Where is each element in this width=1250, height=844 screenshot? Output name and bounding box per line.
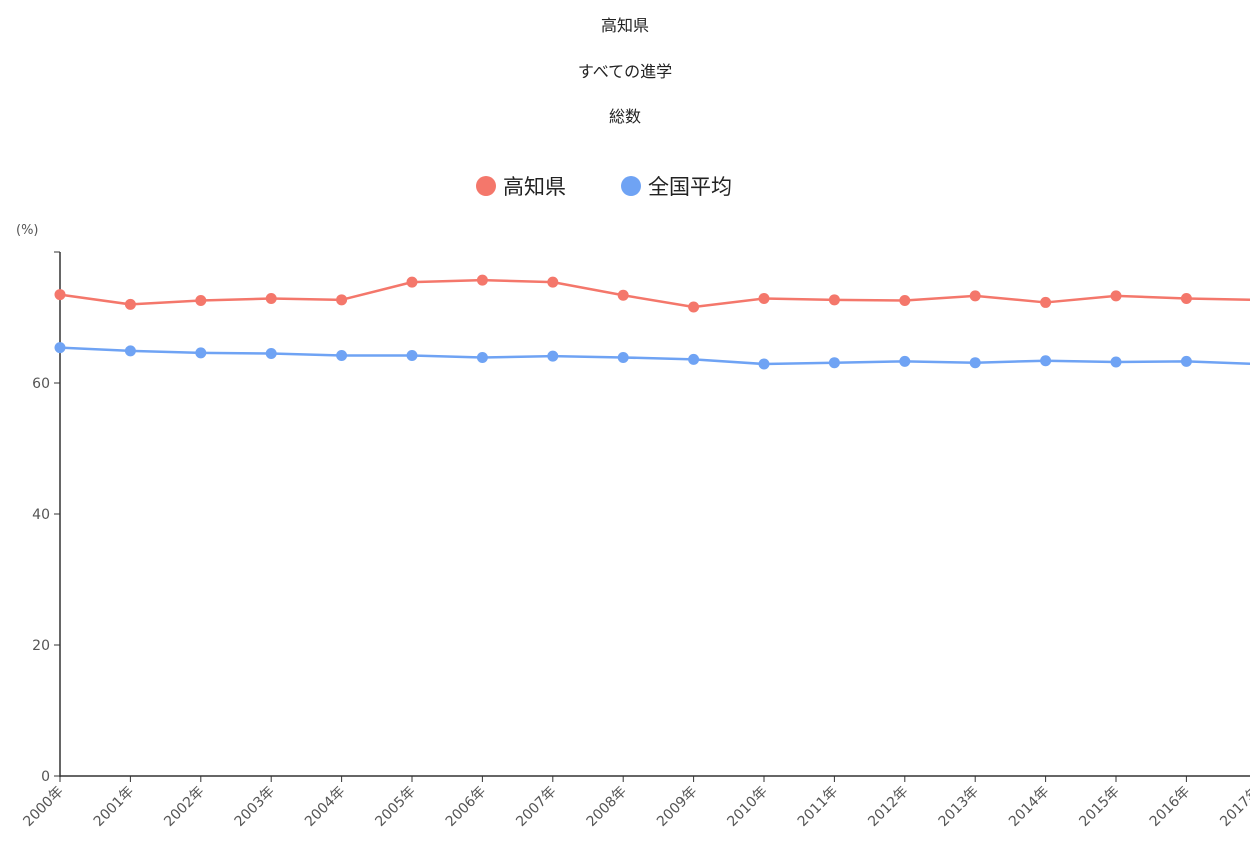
- legend-label: 全国平均: [648, 175, 732, 199]
- data-point[interactable]: [617, 289, 629, 301]
- x-tick-label: 2001年: [91, 784, 137, 830]
- data-point[interactable]: [688, 353, 700, 365]
- data-point[interactable]: [195, 347, 207, 359]
- legend-label: 高知県: [503, 175, 566, 199]
- x-tick-label: 2010年: [724, 784, 770, 830]
- data-point[interactable]: [265, 293, 277, 305]
- data-point[interactable]: [969, 357, 981, 369]
- x-tick-label: 2002年: [161, 784, 207, 830]
- y-tick-label: 40: [32, 507, 50, 523]
- data-point[interactable]: [969, 290, 981, 302]
- legend: 高知県 全国平均: [476, 175, 732, 199]
- data-point[interactable]: [54, 342, 66, 354]
- data-point[interactable]: [1180, 293, 1192, 305]
- data-point[interactable]: [1110, 356, 1122, 368]
- data-point[interactable]: [476, 351, 488, 363]
- x-tick-label: 2017年: [1217, 784, 1250, 830]
- data-point[interactable]: [1180, 355, 1192, 367]
- y-tick-label: 20: [32, 638, 50, 654]
- data-point[interactable]: [1040, 296, 1052, 308]
- data-point[interactable]: [828, 294, 840, 306]
- chart-title: 高知県: [600, 16, 649, 35]
- data-point[interactable]: [899, 294, 911, 306]
- series: [54, 274, 1250, 313]
- legend-marker: [621, 176, 641, 196]
- x-tick-label: 2013年: [936, 784, 982, 830]
- data-point[interactable]: [124, 298, 136, 310]
- data-point[interactable]: [54, 289, 66, 301]
- data-point[interactable]: [336, 294, 348, 306]
- data-point[interactable]: [406, 349, 418, 361]
- data-point[interactable]: [758, 358, 770, 370]
- x-tick-label: 2006年: [443, 784, 489, 830]
- y-tick-label: 60: [32, 376, 50, 392]
- data-point[interactable]: [124, 345, 136, 357]
- x-tick-label: 2005年: [372, 784, 418, 830]
- x-tick-label: 2004年: [302, 784, 348, 830]
- data-point[interactable]: [688, 301, 700, 313]
- data-point[interactable]: [195, 294, 207, 306]
- series-line: [59, 278, 1250, 309]
- x-tick-label: 2016年: [1147, 784, 1193, 830]
- data-point[interactable]: [1040, 355, 1052, 367]
- axes: 0 20 40 60 2000年 2001年 2002年 2003年 2004年 2005年 200…: [20, 251, 1250, 830]
- legend-item[interactable]: 全国平均: [621, 175, 732, 199]
- data-point[interactable]: [406, 276, 418, 288]
- x-tick-label: 2015年: [1076, 784, 1122, 830]
- x-tick-label: 2012年: [865, 784, 911, 830]
- series-layer: [54, 274, 1250, 370]
- data-point[interactable]: [336, 349, 348, 361]
- data-point[interactable]: [547, 350, 559, 362]
- x-tick-label: 2000年: [20, 784, 66, 830]
- x-tick-label: 2007年: [513, 784, 559, 830]
- y-tick-label: 0: [41, 769, 50, 785]
- chart-subtitle: すべての進学: [577, 62, 673, 81]
- data-point[interactable]: [899, 355, 911, 367]
- series-line: [59, 346, 1250, 366]
- legend-item[interactable]: 高知県: [476, 175, 566, 199]
- x-tick-label: 2014年: [1006, 784, 1052, 830]
- data-point[interactable]: [547, 276, 559, 288]
- data-point[interactable]: [476, 274, 488, 286]
- y-axis-unit-label: (%): [16, 223, 39, 238]
- x-tick-label: 2011年: [795, 784, 841, 830]
- legend-marker: [476, 176, 496, 196]
- x-tick-label: 2003年: [232, 784, 278, 830]
- data-point[interactable]: [828, 357, 840, 369]
- data-point[interactable]: [617, 351, 629, 363]
- x-tick-label: 2009年: [654, 784, 700, 830]
- chart-category: 総数: [608, 107, 641, 126]
- x-tick-label: 2008年: [584, 784, 630, 830]
- data-point[interactable]: [1110, 290, 1122, 302]
- data-point[interactable]: [758, 293, 770, 305]
- series: [54, 342, 1250, 370]
- data-point[interactable]: [265, 348, 277, 360]
